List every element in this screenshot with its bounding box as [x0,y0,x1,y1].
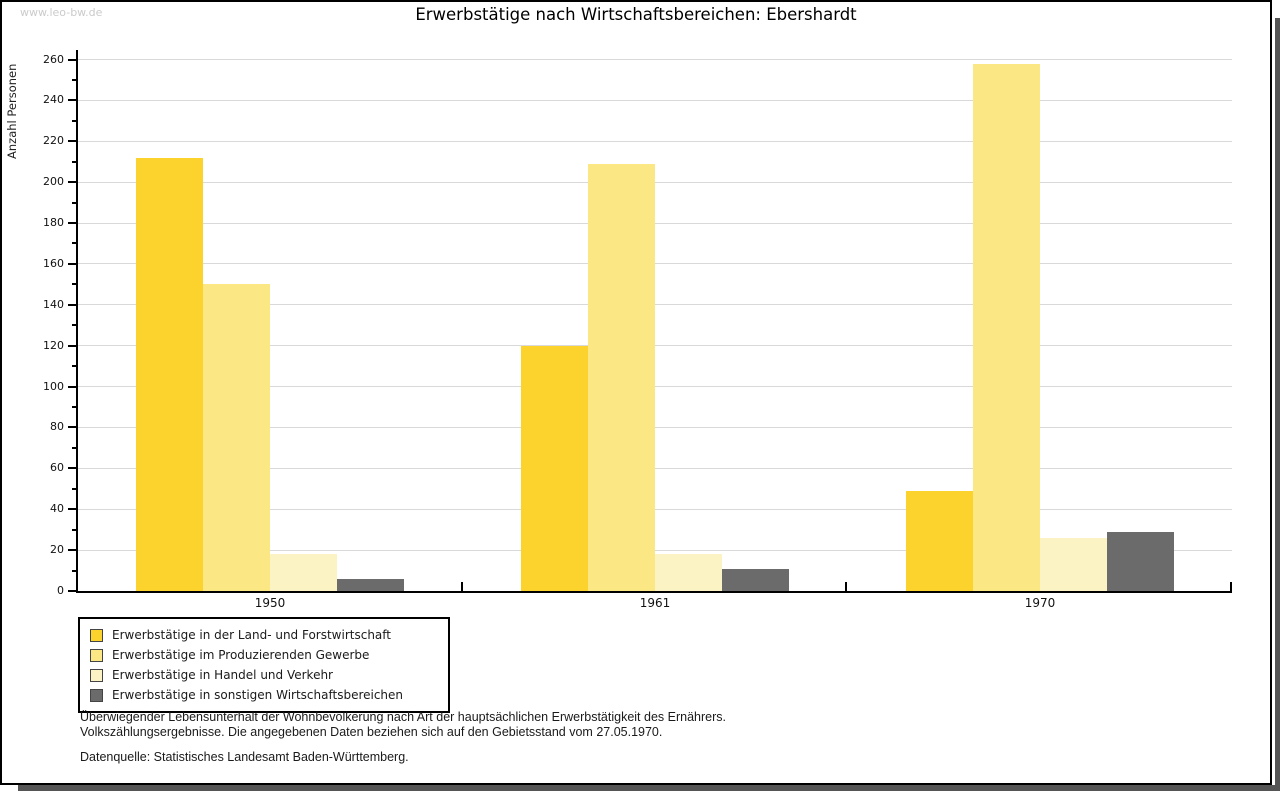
footnote-line2: Volkszählungsergebnisse. Die angegebenen… [80,725,663,739]
bar-1950-series0 [136,158,203,591]
footnote-line1: Überwiegender Lebensunterhalt der Wohnbe… [80,710,726,724]
drop-shadow-right [1275,18,1280,791]
y-minor-tick [72,487,76,490]
legend-label: Erwerbstätige im Produzierenden Gewerbe [112,648,370,662]
legend-item: Erwerbstätige im Produzierenden Gewerbe [88,645,440,665]
gridline [78,467,1232,469]
y-tick-label: 180 [43,216,64,230]
x-boundary-tick [845,582,847,591]
chart-title: Erwerbstätige nach Wirtschaftsbereichen:… [415,5,857,24]
y-major-tick [68,262,76,265]
bar-1961-series1 [588,164,655,591]
gridline [78,345,1232,347]
y-major-tick [68,344,76,347]
y-minor-tick [72,119,76,122]
legend-swatch-produzierendes-gewerbe-icon [90,648,103,662]
y-tick-label: 0 [57,584,64,597]
y-major-tick [68,222,76,225]
legend-label: Erwerbstätige in sonstigen Wirtschaftsbe… [112,688,404,702]
y-minor-tick [72,446,76,449]
y-tick-label: 160 [43,256,64,270]
gridline [78,508,1232,510]
y-minor-tick [72,569,76,572]
y-tick-label: 40 [50,502,64,516]
bar-1950-series1 [203,284,270,591]
y-major-tick [68,508,76,511]
bar-1961-series3 [722,569,789,591]
y-major-tick [68,303,76,306]
y-tick-label: 100 [43,379,64,393]
y-minor-tick [72,283,76,286]
y-major-tick [68,140,76,143]
y-minor-tick [72,242,76,245]
legend-item: Erwerbstätige in sonstigen Wirtschaftsbe… [88,685,440,705]
y-tick-label: 60 [50,461,64,475]
y-tick-label: 260 [43,52,64,66]
y-tick-label: 240 [43,93,64,107]
x-tick-label: 1950 [254,596,286,610]
y-tick-label: 200 [43,175,64,189]
drop-shadow-bottom [18,785,1280,791]
legend-swatch-land-forstwirtschaft-icon [90,628,103,642]
legend-label: Erwerbstätige in Handel und Verkehr [112,668,333,682]
legend-label: Erwerbstätige in der Land- und Forstwirt… [112,628,391,642]
bar-1961-series2 [655,554,722,591]
y-tick-label: 140 [43,297,64,311]
x-boundary-tick [1230,582,1232,591]
legend-swatch-handel-verkehr-icon [90,668,103,682]
y-tick-label: 220 [43,134,64,148]
x-axis-line [76,591,1232,593]
y-major-tick [68,385,76,388]
bar-1961-series0 [521,346,588,591]
gridline [78,181,1232,183]
y-tick-label: 20 [50,543,64,557]
y-major-tick [68,99,76,102]
x-tick-label: 1961 [639,596,671,610]
y-tick-label: 80 [50,420,64,434]
y-axis-line [76,50,78,593]
y-minor-tick [72,160,76,163]
footnote: Überwiegender Lebensunterhalt der Wohnbe… [80,710,726,740]
gridline [78,549,1232,551]
y-major-tick [68,426,76,429]
data-source: Datenquelle: Statistisches Landesamt Bad… [80,750,409,764]
y-minor-tick [72,78,76,81]
legend-item: Erwerbstätige in Handel und Verkehr [88,665,440,685]
bar-1970-series1 [973,64,1040,591]
plot-area: 0 20 40 60 80 100 120 140 160 180 200 220 240 260 1950… [43,50,1232,610]
y-major-tick [68,590,76,592]
bar-1950-series2 [270,554,337,591]
y-minor-tick [72,528,76,531]
bar-1950-series3 [337,579,404,591]
legend-swatch-sonstige-icon [90,688,103,702]
watermark: www.leo-bw.de [20,6,103,19]
x-boundary-tick [461,582,463,591]
legend: Erwerbstätige in der Land- und Forstwirt… [78,617,450,713]
x-tick-label: 1970 [1024,596,1056,610]
gridline [78,426,1232,428]
y-minor-tick [72,201,76,204]
y-major-tick [68,58,76,61]
bar-1970-series3 [1107,532,1174,591]
gridline [78,304,1232,306]
gridline [78,140,1232,142]
bar-1970-series2 [1040,538,1107,591]
y-major-tick [68,181,76,184]
gridline [78,263,1232,265]
gridline [78,99,1232,101]
y-minor-tick [72,324,76,327]
y-major-tick [68,467,76,470]
gridline [78,386,1232,388]
gridline [78,222,1232,224]
bar-1970-series0 [906,491,973,591]
y-major-tick [68,549,76,552]
legend-item: Erwerbstätige in der Land- und Forstwirt… [88,625,440,645]
y-minor-tick [72,406,76,409]
gridline [78,59,1232,60]
y-axis-title: Anzahl Personen [5,63,19,159]
y-tick-label: 120 [43,338,64,352]
y-minor-tick [72,365,76,368]
